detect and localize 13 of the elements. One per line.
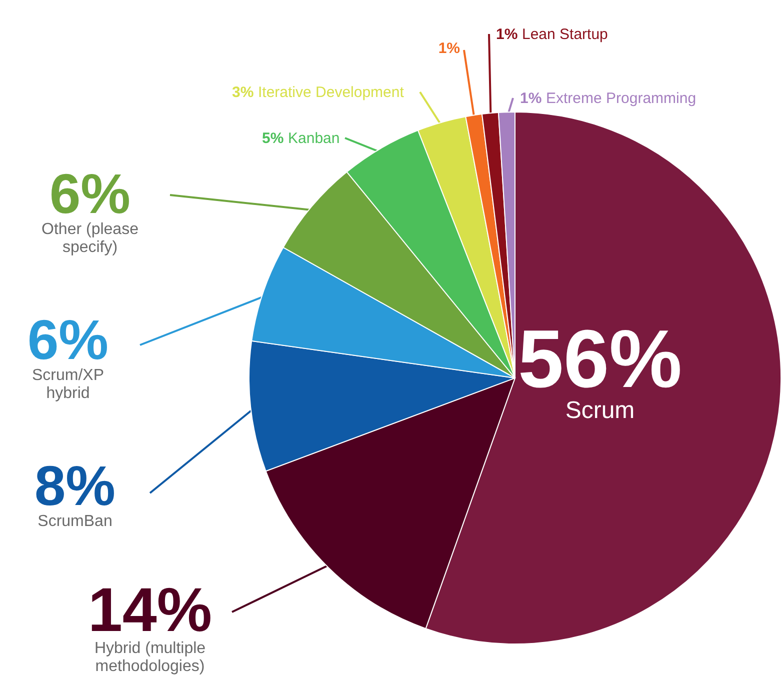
slice-label: ScrumBan [38,513,112,530]
data-label: 1% [520,90,542,107]
slice-label: Scrum [565,396,635,424]
data-label: 3% [232,84,254,101]
slice-label: Kanban [288,130,340,147]
slice-label: Scrum/XP hybrid [32,367,104,402]
data-label: 1% [496,26,518,43]
slice-label: Extreme Programming [546,90,696,107]
slice-label: Lean Startup [522,26,608,43]
slice-label: Iterative Development [258,84,405,101]
data-label: 1% [438,40,460,57]
slice-label: Other (please specify) [42,221,139,256]
data-label: 5% [262,130,284,147]
